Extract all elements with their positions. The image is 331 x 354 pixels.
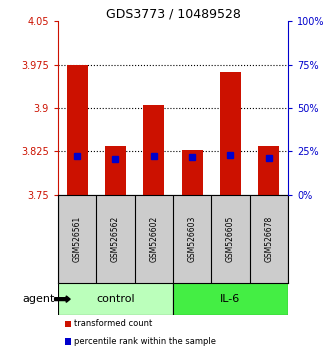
Text: GSM526602: GSM526602	[149, 216, 158, 262]
Bar	[143, 105, 164, 195]
Text: control: control	[96, 294, 135, 304]
Bar	[67, 64, 88, 195]
Title: GDS3773 / 10489528: GDS3773 / 10489528	[106, 7, 240, 20]
Text: agent: agent	[22, 294, 55, 304]
Bar	[105, 145, 126, 195]
Text: GSM526561: GSM526561	[72, 216, 82, 262]
Text: GSM526562: GSM526562	[111, 216, 120, 262]
Bar	[58, 283, 173, 315]
Text: percentile rank within the sample: percentile rank within the sample	[74, 337, 216, 346]
Text: transformed count: transformed count	[74, 319, 152, 329]
Text: GSM526605: GSM526605	[226, 216, 235, 262]
Bar	[182, 150, 203, 195]
Bar	[173, 283, 288, 315]
Bar	[220, 72, 241, 195]
Bar	[258, 145, 279, 195]
Text: GSM526603: GSM526603	[188, 216, 197, 262]
Text: GSM526678: GSM526678	[264, 216, 273, 262]
Text: IL-6: IL-6	[220, 294, 241, 304]
